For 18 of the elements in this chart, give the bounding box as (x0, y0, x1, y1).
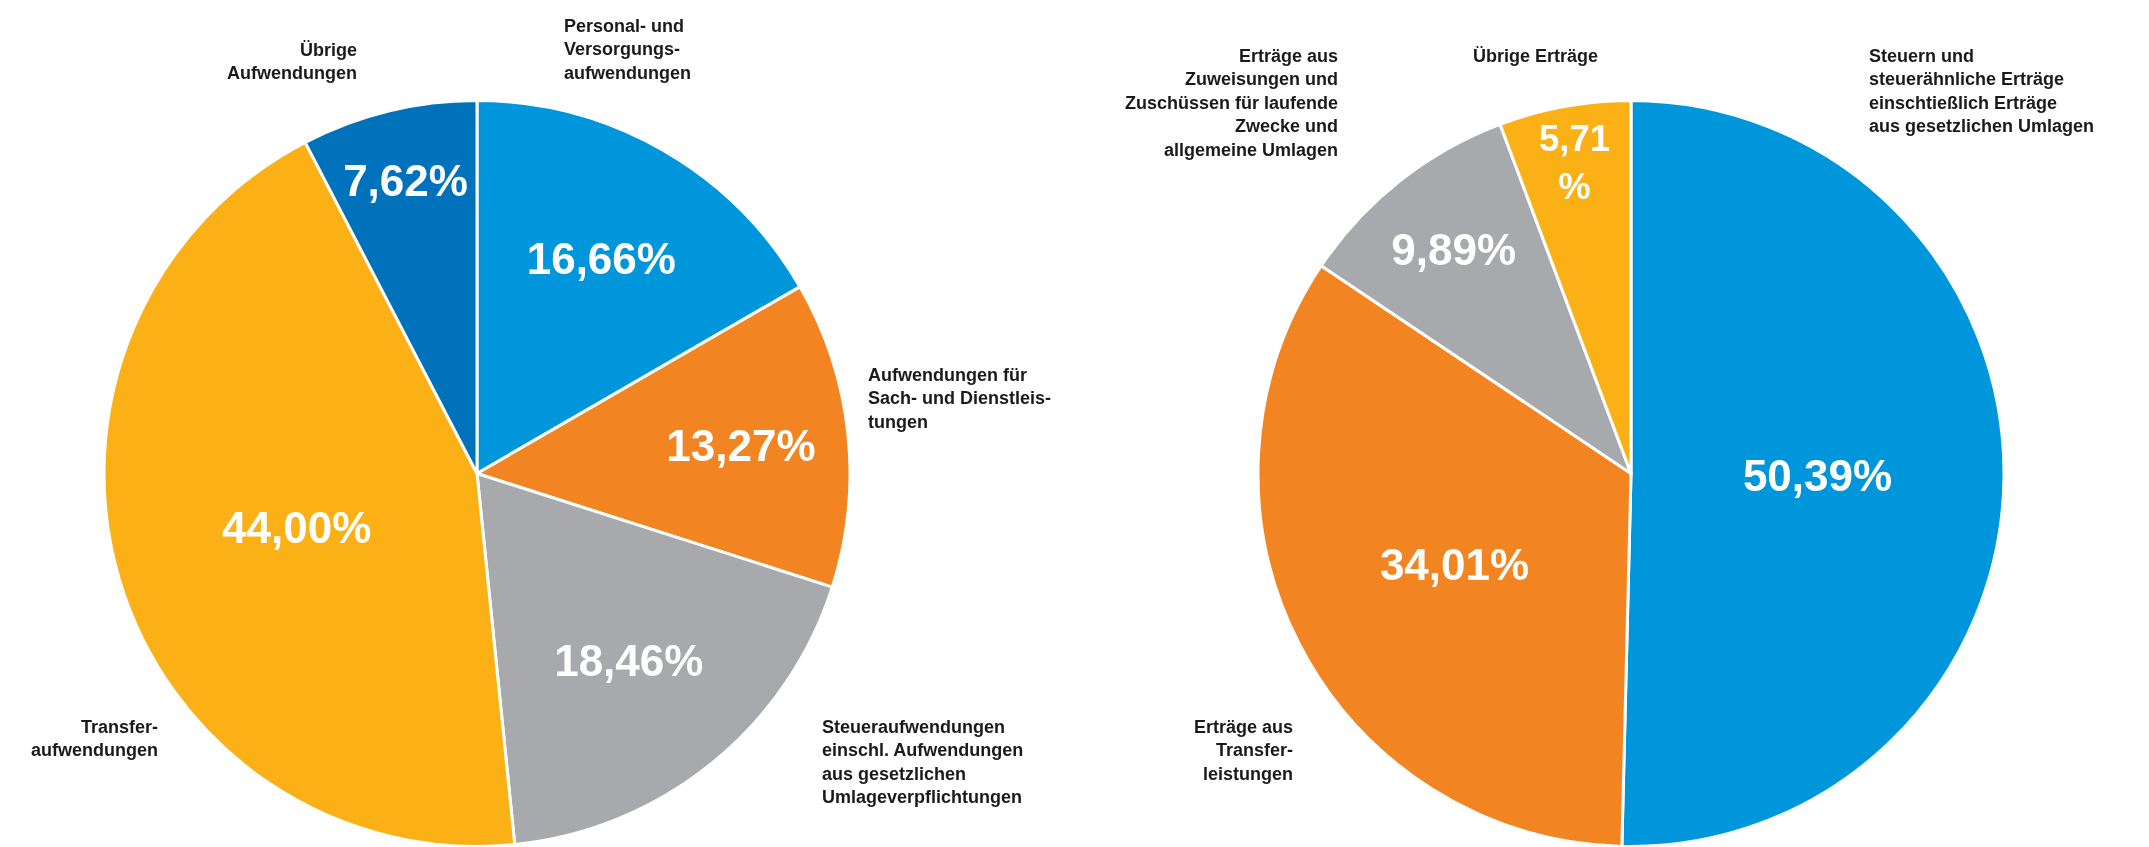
slice-label: Steueraufwendungen einschl. Aufwendungen aus gesetzlichen Umlageverpflichtungen (822, 717, 1024, 808)
data-label: 16,66% (526, 233, 676, 283)
data-label: 44,00% (222, 502, 372, 552)
data-label: 9,89% (1391, 225, 1517, 274)
slice-label: Übrige Aufwendungen (227, 40, 357, 84)
data-label: 13,27% (666, 420, 816, 470)
slice-label: Erträge aus Zuweisungen und Zuschüssen für laufende Zwecke und allgemeine Umlagen (1125, 46, 1339, 160)
slice-label: Aufwendungen für Sach- und Dienstleis- tungen (868, 365, 1052, 432)
data-label: 18,46% (554, 636, 704, 686)
data-label: 50,39% (1742, 451, 1893, 501)
slice-label: Steuern und steuerähnliche Erträge einschtießlich Erträge aus gesetzlichen Umlagen (1869, 46, 2095, 137)
data-label: 34,01% (1379, 540, 1530, 590)
data-label: 5,71 % (1539, 118, 1610, 207)
slice-label: Erträge aus Transfer- leistungen (1194, 717, 1294, 784)
data-label: 7,62% (343, 156, 468, 206)
slice-label: Personal- und Versorgungs- aufwendungen (564, 16, 691, 83)
slice-label: Transfer- aufwendungen (31, 717, 158, 761)
slice-label: Übrige Erträge (1473, 46, 1599, 66)
